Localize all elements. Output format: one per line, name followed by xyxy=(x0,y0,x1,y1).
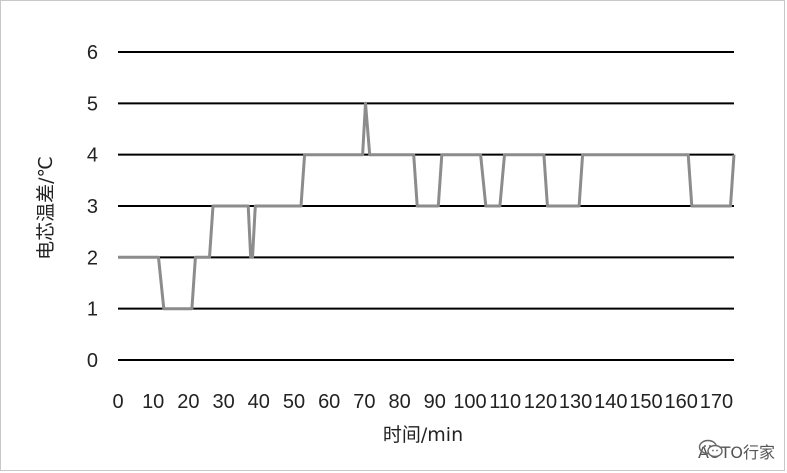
y-axis-title: 电芯温差/℃ xyxy=(35,156,57,260)
series-line-0 xyxy=(118,101,736,311)
x-tick-label: 0 xyxy=(112,391,123,413)
x-tick-label: 90 xyxy=(424,391,446,413)
y-tick-label: 0 xyxy=(87,350,98,372)
series-group xyxy=(118,101,736,311)
y-tick-labels: 0 1 2 3 4 5 6 xyxy=(87,42,98,372)
x-tick-label: 160 xyxy=(665,391,698,413)
x-tick-label: 50 xyxy=(283,391,305,413)
x-tick-label: 120 xyxy=(524,391,557,413)
x-tick-label: 10 xyxy=(142,391,164,413)
x-tick-labels: 0 10 20 30 40 50 60 70 80 90 100 110 120 130 140 150 160… xyxy=(112,391,733,413)
y-tick-label: 1 xyxy=(87,299,98,321)
x-axis-title: 时间/min xyxy=(383,424,463,446)
x-tick-label: 40 xyxy=(248,391,270,413)
x-tick-label: 140 xyxy=(594,391,627,413)
wechat-icon xyxy=(698,439,723,458)
x-tick-label: 60 xyxy=(318,391,340,413)
y-tick-label: 3 xyxy=(87,196,98,218)
x-tick-label: 110 xyxy=(489,391,521,413)
x-tick-label: 20 xyxy=(177,391,199,413)
y-tick-label: 4 xyxy=(87,145,98,167)
x-tick-label: 30 xyxy=(212,391,234,413)
x-tick-label: 80 xyxy=(388,391,410,413)
x-tick-label: 150 xyxy=(629,391,662,413)
x-tick-label: 100 xyxy=(453,391,486,413)
x-tick-label: 70 xyxy=(353,391,375,413)
watermark: AUTO行家 xyxy=(698,439,775,463)
x-tick-label: 130 xyxy=(559,391,592,413)
x-tick-label: 170 xyxy=(700,391,733,413)
y-tick-label: 6 xyxy=(87,42,98,64)
y-tick-label: 2 xyxy=(87,247,98,269)
y-tick-label: 5 xyxy=(87,93,98,115)
